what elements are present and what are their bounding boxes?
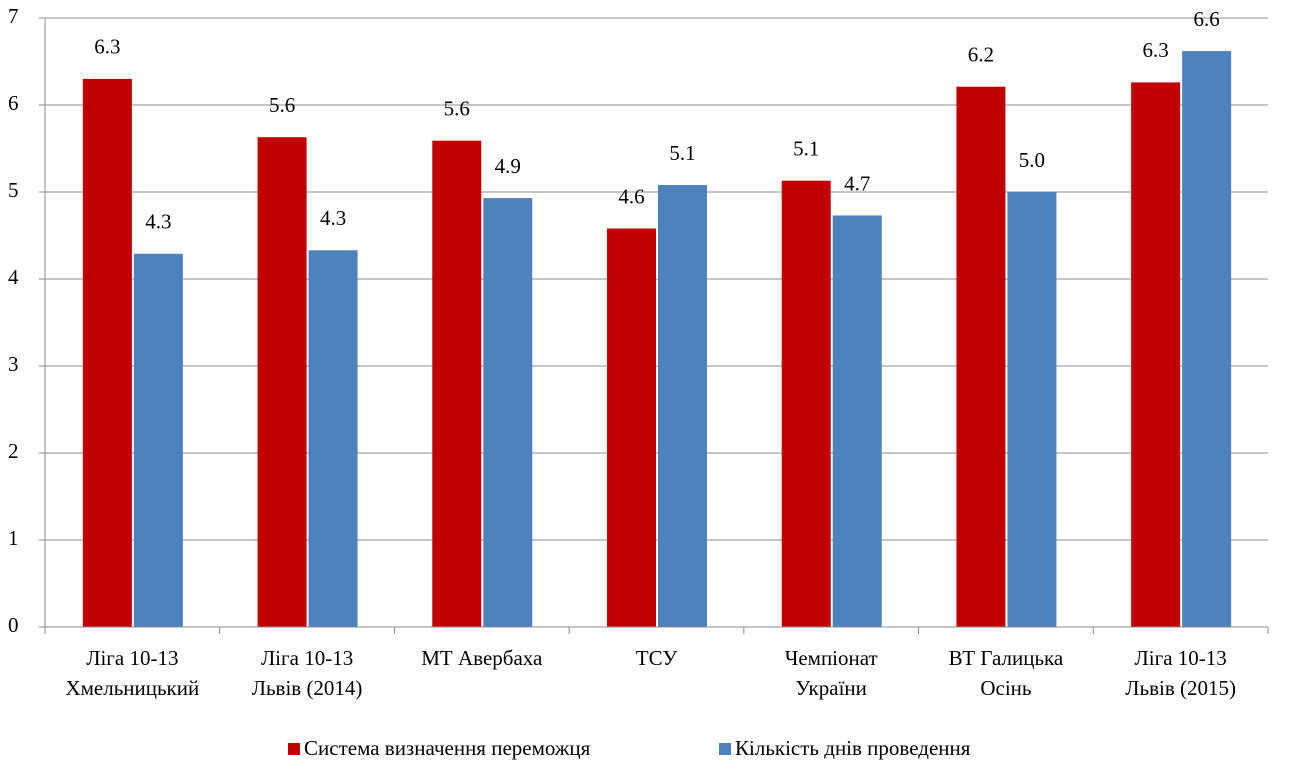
value-label: 5.6 <box>269 93 295 117</box>
value-label: 4.7 <box>844 171 870 195</box>
x-tick-label: МТ Авербаха <box>421 646 543 670</box>
bar <box>257 137 307 627</box>
value-label: 5.6 <box>444 96 470 120</box>
bar <box>956 86 1006 628</box>
bar <box>658 185 707 628</box>
value-label: 4.3 <box>320 206 346 230</box>
bar <box>1182 51 1232 628</box>
value-label: 4.6 <box>618 184 644 208</box>
value-label: 6.6 <box>1194 7 1220 31</box>
y-tick-label: 5 <box>8 178 19 202</box>
legend-label: Кількість днів проведення <box>735 736 971 760</box>
x-tick-label: Осінь <box>980 676 1031 700</box>
y-tick-label: 3 <box>8 352 19 376</box>
y-tick-label: 7 <box>8 4 19 28</box>
y-tick-label: 2 <box>8 439 19 463</box>
bar <box>82 78 132 627</box>
value-label: 6.3 <box>94 35 120 59</box>
x-tick-label: Чемпіонат <box>785 646 878 670</box>
value-label: 4.9 <box>495 154 521 178</box>
bar <box>432 140 482 628</box>
bar <box>1131 82 1181 627</box>
x-tick-label: Хмельницький <box>65 676 199 700</box>
bar <box>308 250 358 628</box>
bar <box>832 215 882 628</box>
y-tick-label: 1 <box>8 526 19 550</box>
y-tick-label: 0 <box>8 613 19 637</box>
value-label: 4.3 <box>145 210 171 234</box>
bar <box>483 198 533 627</box>
x-tick-label: Львів (2014) <box>252 676 363 700</box>
value-label: 6.2 <box>968 43 994 67</box>
value-label: 5.1 <box>669 141 695 165</box>
x-tick-label: Ліга 10-13 <box>261 646 353 670</box>
y-tick-label: 6 <box>8 91 19 115</box>
legend-swatch <box>288 743 300 755</box>
x-tick-label: України <box>796 676 867 700</box>
bar <box>781 180 831 627</box>
x-tick-label: ТСУ <box>636 646 678 670</box>
bar <box>133 253 183 627</box>
x-tick-label: Ліга 10-13 <box>1135 646 1227 670</box>
legend-swatch <box>719 743 731 755</box>
bar <box>1007 192 1057 627</box>
value-label: 5.0 <box>1019 148 1045 172</box>
legend-label: Система визначення переможця <box>304 736 591 760</box>
bar <box>607 228 656 628</box>
x-tick-label: Львів (2015) <box>1125 676 1236 700</box>
y-tick-label: 4 <box>8 265 19 289</box>
x-tick-label: Ліга 10-13 <box>86 646 178 670</box>
x-tick-label: ВТ Галицька <box>949 646 1064 670</box>
value-label: 5.1 <box>793 137 819 161</box>
value-label: 6.3 <box>1143 38 1169 62</box>
